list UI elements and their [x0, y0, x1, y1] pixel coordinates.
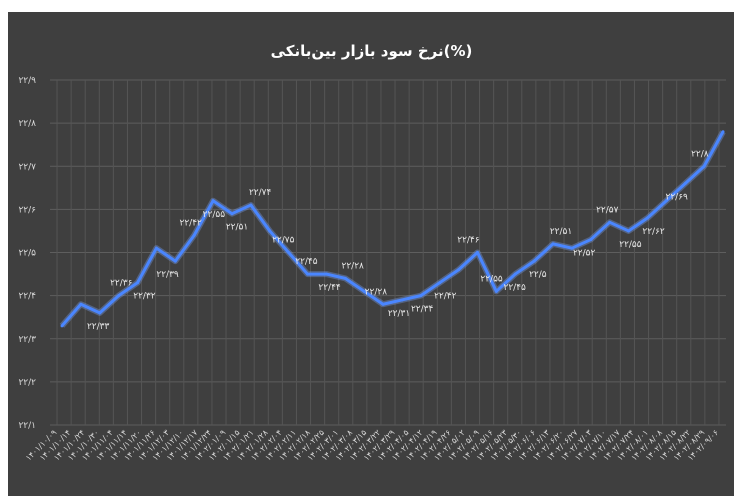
- data-point: [60, 324, 64, 328]
- y-tick-label: ۲۲/۷: [18, 162, 36, 172]
- data-label: ۲۲/۷۵: [272, 236, 295, 246]
- data-label: ۲۲/۵۱: [550, 227, 572, 237]
- data-point: [324, 272, 328, 276]
- data-label: ۲۲/۴۴: [318, 283, 341, 293]
- data-label: ۲۲/۴۲: [180, 218, 203, 228]
- data-point: [702, 164, 706, 168]
- data-point: [721, 130, 725, 134]
- data-point: [249, 203, 253, 207]
- y-tick-label: ۲۲/۹: [18, 76, 36, 86]
- y-tick-label: ۲۲/۶: [18, 205, 36, 215]
- data-point: [627, 229, 631, 233]
- data-point: [117, 294, 121, 298]
- data-point: [475, 251, 479, 254]
- data-point: [211, 199, 215, 203]
- data-point: [494, 289, 498, 293]
- data-label: ۲۲/۶۲: [642, 227, 665, 237]
- data-point: [362, 289, 366, 293]
- data-point: [79, 302, 83, 306]
- data-label: ۲۲/۲۸: [342, 261, 365, 271]
- data-point: [438, 281, 442, 285]
- y-tick-label: ۲۲/۱: [18, 421, 36, 431]
- data-label: ۲۲/۵۵: [480, 274, 503, 284]
- data-label: ۲۲/۴۵: [295, 257, 318, 267]
- data-point: [683, 182, 687, 185]
- data-point: [532, 259, 536, 263]
- data-label: ۲۲/۴۲: [434, 292, 457, 302]
- data-label: ۲۲/۵۲: [573, 249, 596, 259]
- data-point: [589, 238, 593, 242]
- data-point: [457, 268, 461, 272]
- y-tick-label: ۲۲/۲: [18, 378, 36, 388]
- data-point: [551, 242, 555, 246]
- data-point: [136, 281, 140, 285]
- data-point: [230, 212, 234, 216]
- data-label: ۲۲/۵۵: [619, 240, 642, 250]
- data-point: [173, 259, 177, 263]
- y-tick-label: ۲۲/۴: [18, 292, 36, 302]
- data-point: [664, 199, 668, 203]
- data-point: [268, 229, 272, 233]
- data-label: ۲۲/۳۶: [110, 279, 133, 289]
- data-point: [154, 246, 158, 250]
- data-point: [608, 220, 612, 224]
- data-label: ۲۲/۵۱: [226, 223, 248, 233]
- data-label: ۲۲/۵: [529, 270, 547, 280]
- data-label: ۲۲/۵۷: [596, 205, 619, 215]
- data-label: ۲۲/۳۱: [388, 309, 410, 319]
- data-label: ۲۲/۳۳: [87, 322, 110, 332]
- data-point: [306, 272, 310, 276]
- data-label: ۲۲/۴۵: [504, 283, 527, 293]
- series-line: [60, 131, 725, 327]
- data-point: [343, 276, 347, 280]
- y-tick-label: ۲۲/۳: [18, 335, 36, 345]
- chart-frame: [8, 12, 734, 496]
- data-label: ۲۲/۳۴: [411, 305, 434, 315]
- data-point: [192, 233, 196, 237]
- data-label: ۲۲/۸: [691, 149, 709, 159]
- data-label: ۲۲/۵۵: [203, 210, 226, 220]
- data-point: [287, 251, 291, 254]
- y-tick-label: ۲۲/۵: [18, 249, 36, 259]
- chart-title: نرخ سود بازار بین‌بانکی(%): [270, 42, 473, 60]
- data-point: [570, 246, 574, 250]
- y-tick-label: ۲۲/۸: [18, 119, 36, 129]
- data-label: ۲۲/۶۹: [666, 193, 689, 203]
- data-point: [400, 298, 404, 302]
- data-point: [645, 216, 649, 220]
- data-label: ۲۲/۴۶: [457, 236, 480, 246]
- data-point: [381, 302, 385, 306]
- data-point: [98, 311, 102, 315]
- data-label: ۲۲/۲۸: [365, 287, 388, 297]
- data-point: [419, 294, 423, 298]
- data-point: [513, 272, 517, 276]
- data-label: ۲۲/۷۴: [249, 188, 272, 198]
- data-label: ۲۲/۳۹: [156, 270, 179, 280]
- data-label: ۲۲/۳۲: [133, 292, 156, 302]
